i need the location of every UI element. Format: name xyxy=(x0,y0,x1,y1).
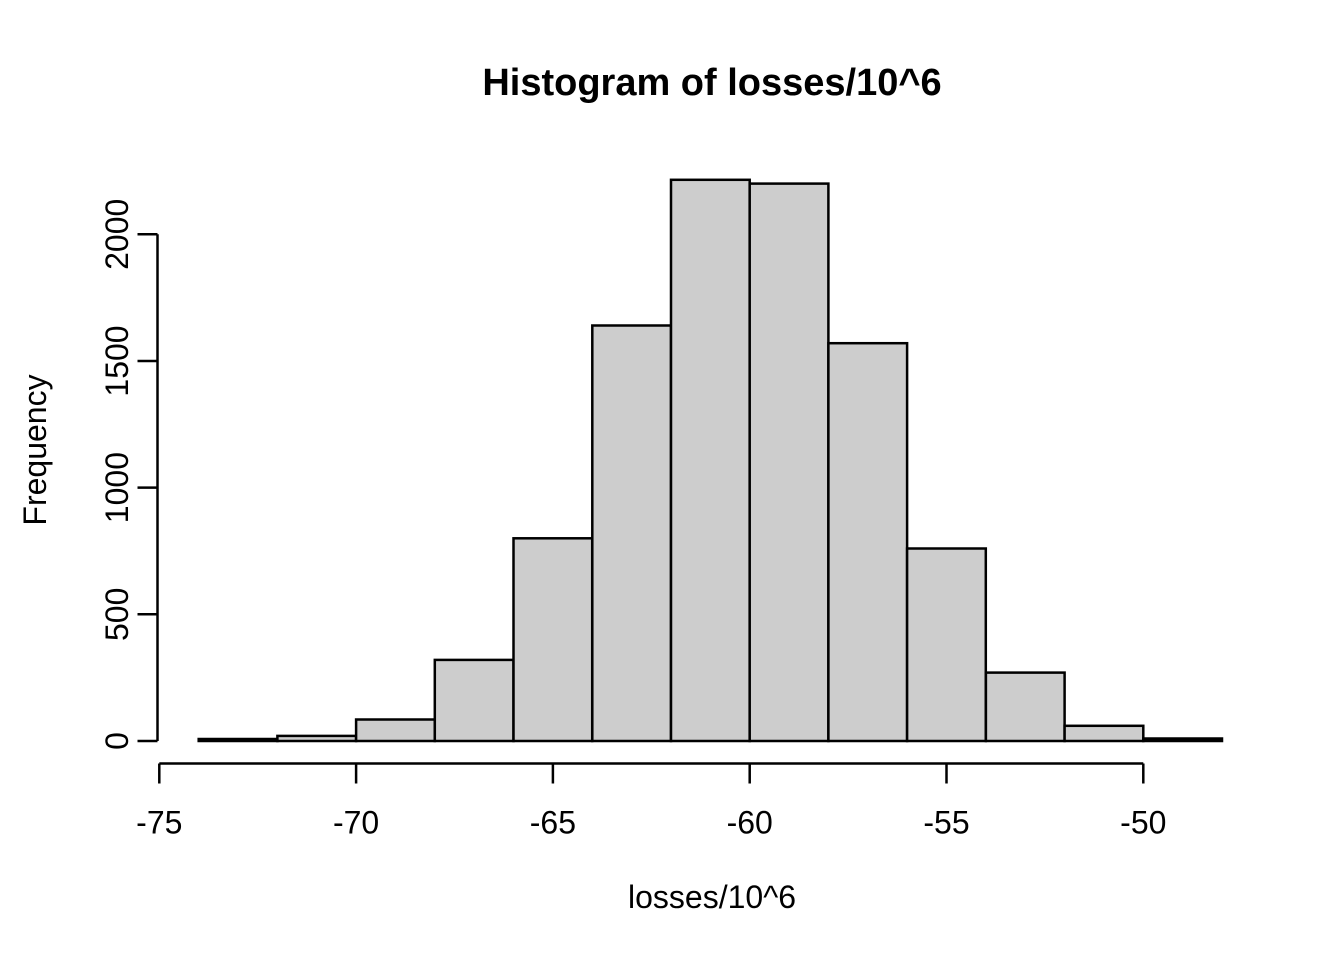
histogram-bar xyxy=(276,734,358,743)
histogram-bar xyxy=(1063,724,1145,743)
y-axis-label: Frequency xyxy=(17,374,53,525)
y-tick-label: 1500 xyxy=(99,325,135,396)
y-tick-label: 0 xyxy=(99,732,135,750)
histogram-bar xyxy=(905,547,988,743)
histogram-bar xyxy=(1142,737,1224,743)
histogram-bar xyxy=(512,537,594,743)
x-tick-label: -65 xyxy=(530,805,576,841)
histogram-bar xyxy=(197,737,279,743)
x-axis: -75 -70 -65 -60 -55 -50 xyxy=(136,762,1166,841)
x-tick-label: -75 xyxy=(136,805,182,841)
histogram-bar xyxy=(354,718,437,743)
histogram-bar xyxy=(433,658,515,743)
y-tick-label: 2000 xyxy=(99,199,135,270)
x-tick-label: -70 xyxy=(333,805,379,841)
y-tick-label: 1000 xyxy=(99,452,135,523)
histogram-bar xyxy=(669,178,751,743)
y-axis: 0 500 1000 1500 2000 xyxy=(99,199,159,750)
x-tick-label: -55 xyxy=(923,805,969,841)
histogram-bar xyxy=(591,324,673,743)
x-axis-label: losses/10^6 xyxy=(628,879,796,915)
histogram-bar xyxy=(984,671,1066,743)
y-tick-label: 500 xyxy=(99,588,135,641)
x-tick-label: -50 xyxy=(1120,805,1166,841)
bars-group xyxy=(197,178,1224,743)
histogram-bar xyxy=(748,182,830,743)
chart-title: Histogram of losses/10^6 xyxy=(482,62,941,104)
histogram-bar xyxy=(827,341,909,743)
x-tick-label: -60 xyxy=(727,805,773,841)
